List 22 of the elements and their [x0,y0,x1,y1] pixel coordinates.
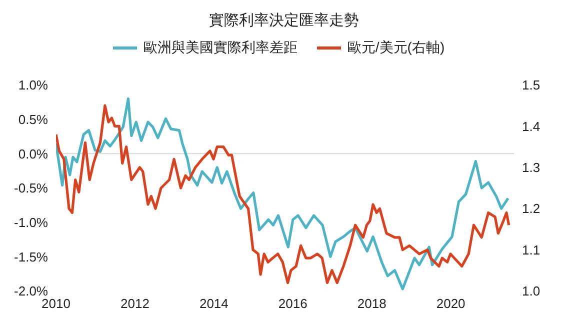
x-tick-label: 2018 [357,296,386,312]
legend-label: 歐洲與美國實際利率差距 [142,39,298,57]
y2-tick-label: 1.4 [522,118,540,134]
y-tick-label: 0.5% [18,112,48,127]
x-tick-label: 2016 [278,296,308,312]
chart-title: 實際利率決定匯率走勢 [208,11,360,31]
x-tick-label: 2010 [42,296,70,312]
x-tick-label: 2014 [199,296,228,312]
x-tick-label: 2012 [120,296,150,312]
y-tick-label: -0.5% [14,180,48,196]
y-tick-label: 1.0% [18,78,48,93]
y-tick-label: -2.0% [14,284,48,299]
legend-label: 歐元/美元(右軸) [346,39,445,57]
x-tick-label: 2020 [436,296,466,312]
y-tick-label: -1.5% [14,249,48,264]
y-tick-label: 0.0% [18,146,48,162]
y-tick-label: -1.0% [14,214,48,230]
y2-tick-label: 1.5 [522,78,540,93]
y2-tick-label: 1.1 [522,242,540,258]
y2-tick-label: 1.0 [522,284,540,299]
y2-tick-label: 1.2 [522,201,540,216]
y2-tick-label: 1.3 [522,160,540,176]
